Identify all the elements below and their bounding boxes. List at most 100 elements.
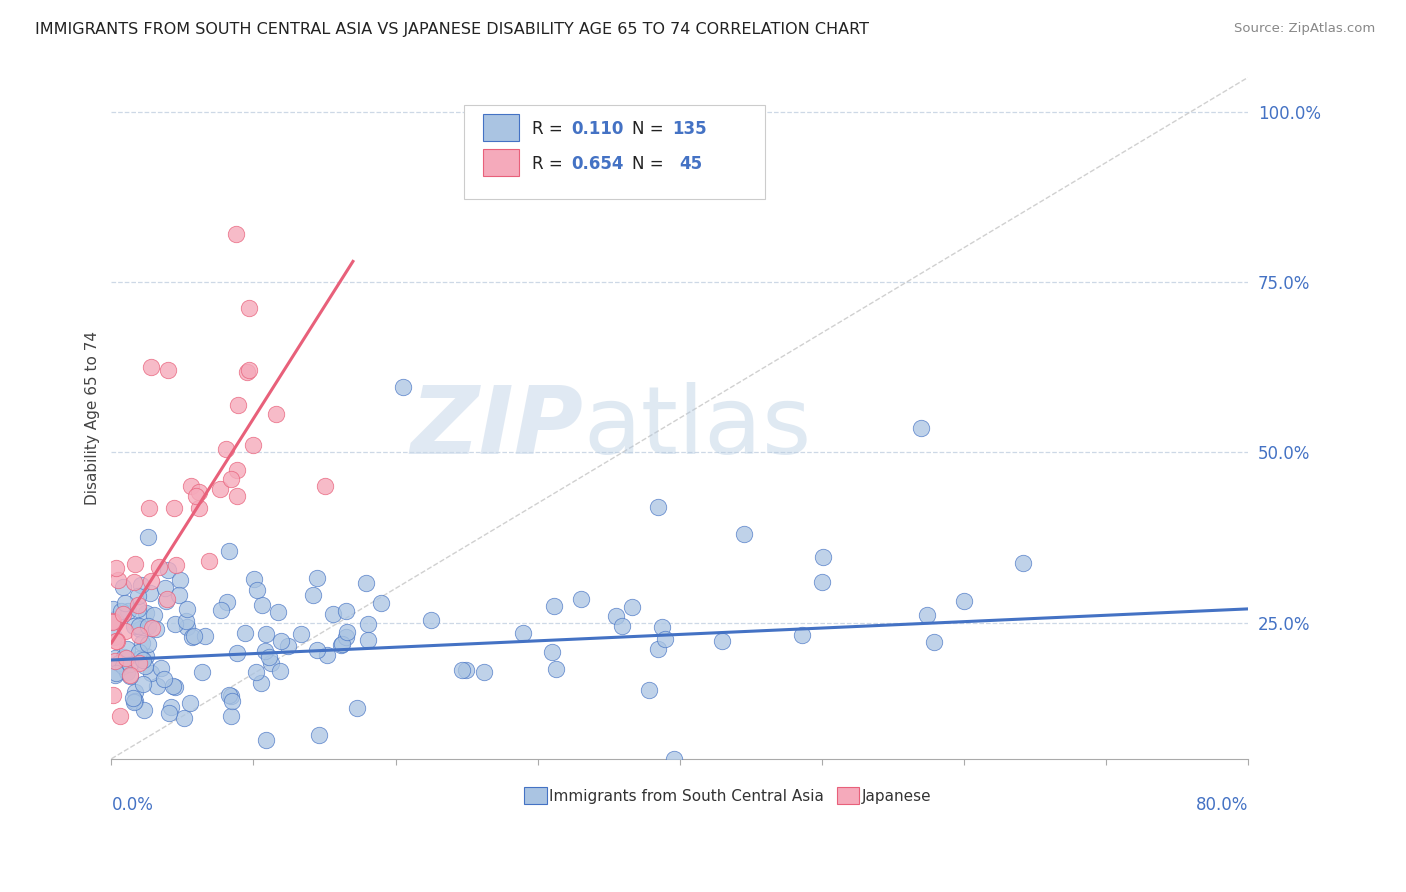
Point	[264, 407, 287, 421]
Point	[209, 602, 232, 616]
Point	[131, 651, 153, 665]
Point	[107, 574, 129, 588]
Point	[307, 642, 329, 657]
Point	[257, 650, 280, 665]
Point	[162, 679, 184, 693]
Point	[305, 571, 328, 585]
Point	[245, 665, 267, 680]
Point	[132, 703, 155, 717]
Point	[145, 622, 167, 636]
Point	[176, 620, 198, 634]
Point	[117, 604, 139, 618]
Point	[181, 630, 204, 644]
Point	[138, 618, 160, 632]
Point	[183, 629, 205, 643]
Point	[336, 624, 359, 639]
Point	[105, 634, 128, 648]
Point	[269, 664, 291, 678]
Text: IMMIGRANTS FROM SOUTH CENTRAL ASIA VS JAPANESE DISABILITY AGE 65 TO 74 CORRELATI: IMMIGRANTS FROM SOUTH CENTRAL ASIA VS JA…	[35, 22, 869, 37]
Point	[605, 608, 627, 623]
Point	[112, 580, 135, 594]
Point	[165, 558, 187, 572]
Text: R =: R =	[531, 155, 568, 173]
Point	[451, 663, 474, 677]
Point	[180, 479, 202, 493]
Point	[219, 472, 242, 486]
Point	[215, 595, 238, 609]
Point	[952, 594, 974, 608]
Point	[128, 628, 150, 642]
Point	[267, 605, 290, 619]
Point	[610, 619, 633, 633]
Point	[215, 442, 238, 456]
Point	[254, 732, 277, 747]
Point	[155, 594, 177, 608]
Point	[104, 651, 127, 665]
Point	[647, 500, 669, 514]
Point	[194, 629, 217, 643]
Point	[357, 617, 380, 632]
Point	[139, 666, 162, 681]
Text: 0.110: 0.110	[572, 120, 624, 137]
Point	[107, 633, 129, 648]
Point	[330, 638, 353, 652]
Point	[165, 681, 187, 695]
Y-axis label: Disability Age 65 to 74: Disability Age 65 to 74	[86, 331, 100, 505]
Point	[157, 706, 180, 720]
Point	[104, 667, 127, 681]
Point	[103, 688, 125, 702]
Point	[141, 621, 163, 635]
Point	[354, 576, 377, 591]
Point	[174, 614, 197, 628]
Point	[156, 592, 179, 607]
Point	[910, 421, 932, 435]
Point	[138, 500, 160, 515]
Point	[191, 665, 214, 680]
Point	[218, 688, 240, 702]
Point	[710, 633, 733, 648]
Point	[104, 612, 127, 626]
Point	[112, 650, 135, 665]
Point	[104, 560, 127, 574]
Point	[100, 615, 122, 630]
Point	[115, 651, 138, 665]
Point	[129, 622, 152, 636]
Point	[1011, 556, 1033, 570]
Text: 80.0%: 80.0%	[1195, 797, 1249, 814]
Point	[156, 563, 179, 577]
Point	[225, 227, 247, 241]
Point	[142, 607, 165, 622]
Point	[179, 696, 201, 710]
Point	[238, 363, 260, 377]
Point	[370, 596, 392, 610]
Point	[114, 624, 136, 638]
Point	[544, 662, 567, 676]
Point	[141, 359, 163, 374]
Point	[218, 543, 240, 558]
Point	[813, 549, 835, 564]
Point	[157, 363, 180, 377]
Point	[290, 626, 312, 640]
Point	[176, 602, 198, 616]
Point	[219, 708, 242, 723]
Point	[100, 615, 122, 630]
Point	[302, 588, 325, 602]
Point	[153, 581, 176, 595]
Point	[111, 658, 134, 673]
Text: Immigrants from South Central Asia: Immigrants from South Central Asia	[548, 789, 824, 804]
Point	[163, 501, 186, 516]
FancyBboxPatch shape	[524, 788, 547, 805]
Point	[136, 530, 159, 544]
Text: N =: N =	[631, 120, 669, 137]
Point	[472, 665, 495, 680]
Point	[120, 657, 142, 672]
Text: ZIP: ZIP	[411, 383, 583, 475]
FancyBboxPatch shape	[837, 788, 859, 805]
Point	[540, 645, 562, 659]
Point	[314, 479, 336, 493]
Point	[150, 661, 173, 675]
Point	[146, 679, 169, 693]
Point	[335, 604, 357, 618]
Point	[226, 398, 249, 412]
Point	[277, 640, 299, 654]
